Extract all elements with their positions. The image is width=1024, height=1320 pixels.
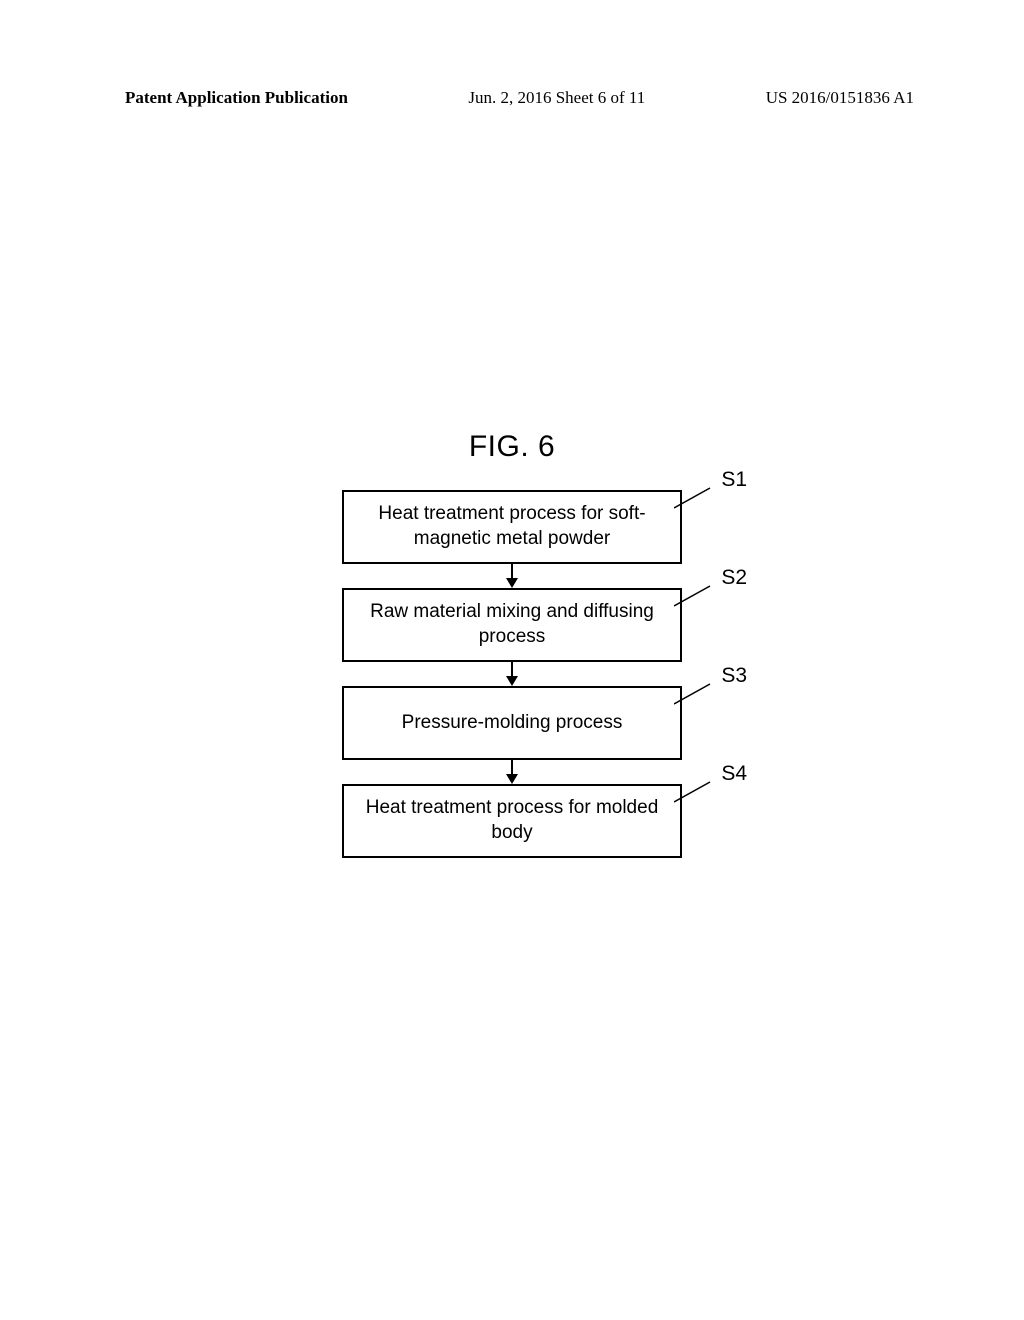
process-box-s2: Raw material mixing and diffusing proces… bbox=[342, 588, 682, 662]
step-label-s1: S1 bbox=[721, 468, 747, 492]
header-left: Patent Application Publication bbox=[125, 88, 348, 108]
leader-line-s1 bbox=[674, 486, 716, 510]
leader-line-s3 bbox=[674, 682, 716, 706]
step-group-s1: S1 Heat treatment process for soft-magne… bbox=[312, 490, 712, 564]
arrow-s3-s4 bbox=[342, 760, 682, 784]
step-label-s2: S2 bbox=[721, 566, 747, 590]
page-header: Patent Application Publication Jun. 2, 2… bbox=[0, 88, 1024, 108]
arrow-s1-s2 bbox=[342, 564, 682, 588]
process-box-s3: Pressure-molding process bbox=[342, 686, 682, 760]
step-group-s4: S4 Heat treatment process for molded bod… bbox=[312, 784, 712, 858]
arrow-s2-s3 bbox=[342, 662, 682, 686]
step-group-s3: S3 Pressure-molding process bbox=[312, 686, 712, 760]
step-label-s3: S3 bbox=[721, 664, 747, 688]
header-center: Jun. 2, 2016 Sheet 6 of 11 bbox=[468, 88, 645, 108]
leader-line-s4 bbox=[674, 780, 716, 804]
header-right: US 2016/0151836 A1 bbox=[766, 88, 914, 108]
process-box-s1: Heat treatment process for soft-magnetic… bbox=[342, 490, 682, 564]
step-group-s2: S2 Raw material mixing and diffusing pro… bbox=[312, 588, 712, 662]
figure-title: FIG. 6 bbox=[469, 430, 555, 464]
flowchart: S1 Heat treatment process for soft-magne… bbox=[312, 490, 712, 858]
process-box-s4: Heat treatment process for molded body bbox=[342, 784, 682, 858]
step-label-s4: S4 bbox=[721, 762, 747, 786]
leader-line-s2 bbox=[674, 584, 716, 608]
